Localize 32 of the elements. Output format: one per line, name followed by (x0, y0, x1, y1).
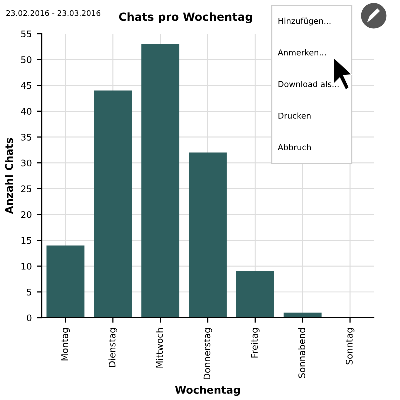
bar (236, 272, 274, 318)
x-tick-label: Mittwoch (156, 328, 164, 368)
x-tick-label: Donnerstag (204, 328, 212, 380)
annotation: Abbruch (278, 144, 312, 151)
x-axis-title: Wochentag (175, 386, 240, 396)
y-tick-label: 10 (22, 263, 32, 270)
y-tick-label: 30 (21, 160, 32, 167)
x-tick-label: Montag (62, 328, 70, 361)
annotation: Drucken (278, 112, 311, 119)
bar (189, 152, 227, 318)
y-tick-label: 45 (21, 82, 32, 90)
text: Hinzufügen... (278, 18, 331, 26)
y-tick-label: 35 (21, 134, 32, 141)
y-tick-label: 25 (21, 186, 32, 192)
y-axis-title: Anzahl Chats (5, 138, 14, 214)
y-tick-label: 50 (21, 56, 32, 64)
x-tick-label: Sonnabend (298, 328, 306, 378)
x-tick-label: Dienstag (108, 328, 118, 368)
x-tick-label: Sonntag (346, 328, 355, 365)
y-tick-label: 15 (22, 237, 32, 244)
bar (46, 246, 85, 318)
y-tick-label: 5 (27, 289, 32, 296)
bar (94, 90, 132, 318)
chart-title: Chats pro Wochentag (119, 12, 252, 24)
y-tick-label: 55 (21, 30, 32, 38)
y-tick-label: 40 (21, 108, 32, 116)
annotation: Download als... (278, 81, 339, 88)
x-tick-label: Freitag (251, 328, 260, 358)
y-tick-label: 0 (27, 314, 32, 322)
annotation: Anmerken... (278, 50, 326, 56)
y-tick-label: 20 (21, 211, 32, 218)
bar (142, 44, 180, 318)
